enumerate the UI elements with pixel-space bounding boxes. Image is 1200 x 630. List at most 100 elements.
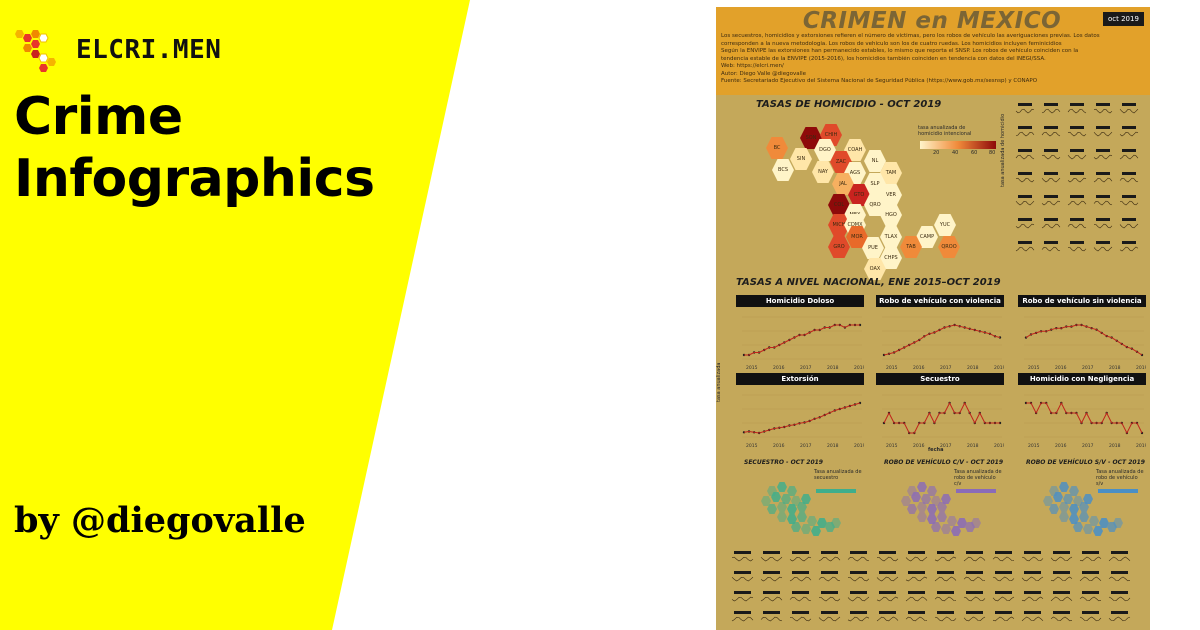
mini-chart-line [1079,576,1102,582]
mini-chart-line [1108,556,1131,562]
mini-chart-line [1021,576,1044,582]
mini-chart-tag [1111,571,1128,574]
mini-chart-line [1050,556,1073,562]
national-axis-label: tasa anualizada [716,362,722,402]
national-trend-chart: 2015 2016 2017 2018 2019 [742,394,864,449]
mini-chart-tag [879,611,896,614]
mini-chart-tag [763,611,780,614]
state-hex-mor: MOR [846,226,868,248]
state-code: MOR [851,234,863,240]
mini-chart-tag [908,571,925,574]
state-hex-qro: QRO [864,194,886,216]
map-hex [1083,494,1093,504]
mini-chart-line [1119,154,1139,160]
mini-chart-tag [1070,195,1084,198]
map-hex [941,494,951,504]
date-badge: oct 2019 [1103,12,1144,26]
mini-chart-tag [1122,149,1136,152]
brand-logo[interactable]: ELCRI.MEN [14,28,221,72]
map-hex [761,496,771,506]
state-code: AGS [849,170,861,176]
national-trend-chart: 2015 2016 2017 2018 2019 [882,316,1004,371]
trend-line [883,324,1001,356]
year-tick: 2018 [827,365,839,371]
legend-tick: 20 [933,150,940,156]
mini-chart-tag [850,591,867,594]
mini-chart-line [760,556,783,562]
state-code: SON [805,135,817,141]
map-hex [927,504,937,514]
state-hex-coah: COAH [844,139,866,161]
state-code: ZAC [835,159,847,165]
mini-chart-tag [966,611,983,614]
mini-chart-line [847,556,870,562]
year-tick: 2016 [913,365,925,371]
map-hex [1043,496,1053,506]
mini-chart-line [789,596,812,602]
state-code: TAM [885,170,897,176]
mini-chart-tag [763,571,780,574]
state-hex-slp: SLP [864,173,886,195]
mini-chart-tag [763,551,780,554]
mini-chart-tag [850,551,867,554]
mini-chart-line [934,616,957,622]
bottom-small-multiples [731,551,1131,622]
map-hex [807,516,817,526]
mini-chart-tag [1018,218,1032,221]
mini-chart-tag [1070,149,1084,152]
infographic-poster[interactable]: CRIMEN en MEXICO oct 2019 Los secuestros… [716,7,1150,630]
mini-chart-line [1108,576,1131,582]
mini-chart-tag [1096,241,1110,244]
mini-chart-line [1041,246,1061,252]
year-tick: 2015 [886,443,898,449]
trend-line [744,324,860,356]
state-hex-sin: SIN [790,148,812,170]
intro-line: Autor: Diego Valle @diegovalle [721,70,807,77]
mini-chart-tag [1018,103,1032,106]
state-code: CDMX [847,222,863,228]
mini-chart-line [963,616,986,622]
year-tick: 2018 [1109,365,1121,371]
mini-chart-tag [995,551,1012,554]
mini-chart-tag [734,551,751,554]
mini-chart-tag [821,611,838,614]
mini-chart-line [876,616,899,622]
crime-hex-map [761,482,856,536]
mini-chart-line [1119,177,1139,183]
mini-chart-line [992,596,1015,602]
mini-chart-tag [1096,195,1110,198]
mini-chart-tag [1024,591,1041,594]
map-legend-title: Tasa anualizada de robo de vehículo c/v [954,469,1002,487]
map-hex [767,504,777,514]
trend-line [743,402,861,434]
mini-chart-line [818,596,841,602]
year-tick: 2017 [940,365,952,371]
state-code: SIN [796,156,806,162]
map-hex [1073,522,1083,532]
state-code: HGO [885,212,897,218]
mini-chart-line [1015,131,1035,137]
mini-chart-line [1119,223,1139,229]
mini-chart-tag [1082,591,1099,594]
map-hex [917,482,927,492]
map-hex [1059,512,1069,522]
national-x-label: fecha [928,447,944,453]
mini-chart-line [1067,177,1087,183]
year-tick: 2016 [773,365,785,371]
map-hex [917,502,927,512]
national-trend-chart: 2015 2016 2017 2018 2019 [882,394,1004,449]
year-tick: 2018 [1109,443,1121,449]
state-code: TLAX [884,234,898,240]
mini-chart-tag [937,551,954,554]
mini-chart-tag [908,611,925,614]
state-code: JAL [839,181,847,187]
map-hex [787,486,797,496]
mini-chart-line [731,596,754,602]
mini-chart-tag [1096,103,1110,106]
mini-chart-tag [763,591,780,594]
mini-chart-tag [1082,611,1099,614]
mini-chart-line [1079,616,1102,622]
map-legend-bar [1098,489,1138,493]
state-small-multiples [1015,103,1139,252]
mini-chart-line [1015,223,1035,229]
